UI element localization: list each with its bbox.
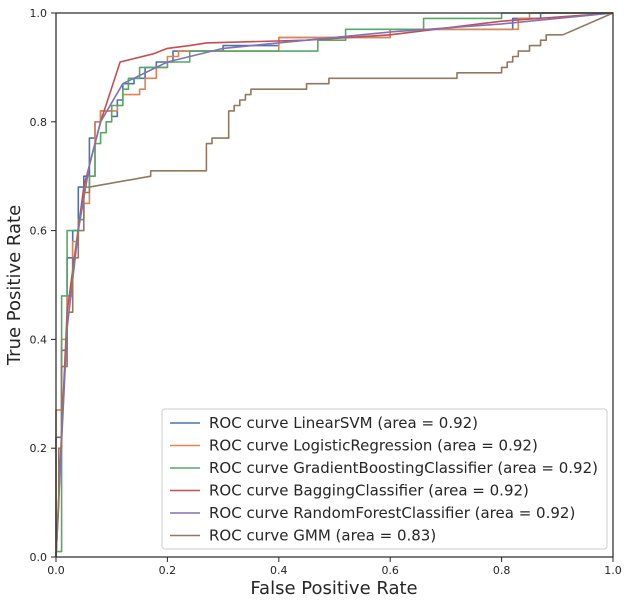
legend: ROC curve LinearSVM (area = 0.92) ROC cur… xyxy=(161,408,608,550)
x-tick-label: 0.2 xyxy=(159,564,177,577)
legend-box xyxy=(161,408,608,550)
y-tick-label: 0.8 xyxy=(30,116,48,129)
legend-label-2: ROC curve LogisticRegression (area = 0.9… xyxy=(209,437,538,455)
x-tick-label: 0.8 xyxy=(493,564,511,577)
series-line-5 xyxy=(55,12,614,558)
legend-label-6: ROC curve GMM (area = 0.83) xyxy=(209,527,436,545)
y-tick-label: 0.6 xyxy=(30,225,48,238)
series-layer xyxy=(55,12,614,558)
x-tick-label: 0.0 xyxy=(47,564,65,577)
x-tick-label: 0.4 xyxy=(270,564,288,577)
y-axis-label: True Positive Rate xyxy=(4,205,25,366)
series-line-4 xyxy=(55,12,614,558)
legend-label-3: ROC curve GradientBoostingClassifier (ar… xyxy=(209,459,598,477)
series-line-6 xyxy=(55,12,614,558)
legend-label-4: ROC curve BaggingClassifier (area = 0.92… xyxy=(209,482,529,500)
x-tick-label: 0.6 xyxy=(381,564,399,577)
plot-frame xyxy=(55,12,614,558)
y-tick-label: 0.2 xyxy=(30,442,48,455)
legend-label-1: ROC curve LinearSVM (area = 0.92) xyxy=(209,414,478,432)
x-axis-label: False Positive Rate xyxy=(250,578,417,599)
y-tick-label: 0.0 xyxy=(30,551,48,564)
y-tick-label: 0.4 xyxy=(30,333,48,346)
x-tick-label: 1.0 xyxy=(604,564,622,577)
axes-layer: 0.0 0.2 0.4 0.6 0.8 1.0 0.0 0.2 0.4 0.6 0.8 1.0 xyxy=(30,7,622,577)
legend-label-5: ROC curve RandomForestClassifier (area =… xyxy=(209,504,575,522)
y-tick-label: 1.0 xyxy=(30,7,48,20)
